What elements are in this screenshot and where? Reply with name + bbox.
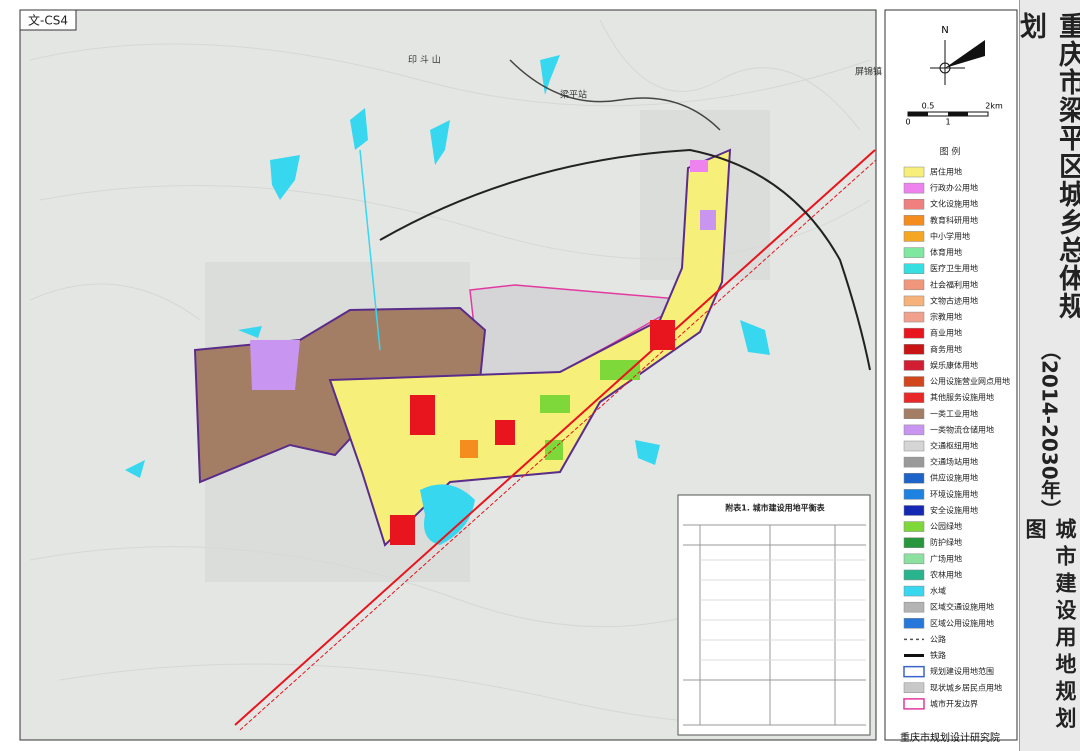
place-label: 屏锦镇 (855, 66, 882, 78)
legend-swatch (903, 553, 925, 565)
legend-swatch (903, 182, 925, 194)
legend-label: 现状城乡居民点用地 (930, 682, 1002, 692)
legend-label: 交通场站用地 (930, 457, 978, 467)
scale-bar (907, 111, 989, 117)
place-label: 梁平站 (560, 89, 587, 101)
title-column: 重庆市梁平区城乡总体规划 （2014-2030年） 城市建设用地规划图 (1015, 0, 1080, 751)
north-arrow (930, 40, 985, 85)
table-title: 附表1. 城市建设用地平衡表 (725, 503, 825, 513)
legend-swatch (903, 569, 925, 581)
legend-swatch (903, 215, 925, 226)
water-bodies (125, 55, 770, 545)
legend-swatch (903, 166, 925, 178)
legend-swatch (903, 521, 925, 532)
legend-label: 文物古迹用地 (930, 295, 978, 305)
legend-swatch (903, 682, 925, 694)
legend-swatch (903, 505, 925, 516)
river (359, 149, 381, 351)
legend-swatch (903, 472, 925, 484)
legend-label: 广场用地 (930, 553, 962, 563)
legend-label: 文化设施用地 (930, 199, 978, 209)
legend-swatch (903, 311, 925, 323)
scale-label: 2km (985, 102, 1003, 111)
legend-label: 环境设施用地 (930, 489, 978, 499)
legend-swatch (903, 279, 925, 291)
legend-swatch (903, 376, 925, 387)
legend-label: 铁路 (930, 650, 946, 660)
subtitle: 城市建设用地规划图 (1023, 518, 1077, 735)
legend-label: 公园绿地 (930, 521, 962, 531)
legend-label: 供应设施用地 (930, 473, 978, 483)
legend-label: 水域 (930, 586, 946, 596)
legend-label: 体育用地 (930, 247, 962, 257)
legend-swatch (903, 537, 925, 548)
legend-swatch (903, 263, 925, 274)
legend-swatch (903, 440, 925, 452)
legend-label: 行政办公用地 (930, 183, 978, 193)
legend-label: 公用设施营业网点用地 (930, 376, 1010, 386)
legend-swatch (903, 295, 925, 307)
legend-label: 教育科研用地 (930, 215, 978, 225)
scale-label: 0 (905, 118, 910, 127)
legend-swatch (903, 698, 925, 710)
legend-swatch (903, 424, 925, 436)
logistics-zone (250, 340, 300, 390)
legend-swatch (903, 392, 925, 403)
table-box (677, 494, 871, 736)
legend-swatch (903, 344, 925, 355)
place-label: 印 斗 山 (408, 54, 441, 66)
legend-swatch (903, 489, 925, 500)
land-patches (390, 160, 716, 545)
scale-label: 1 (945, 118, 950, 127)
legend-label: 交通枢纽用地 (930, 441, 978, 451)
expressway (234, 149, 876, 726)
sheet-id: 文-CS4 (28, 13, 68, 28)
railway (509, 59, 721, 131)
legend: 居住用地行政办公用地文化设施用地教育科研用地中小学用地体育用地医疗卫生用地社会福… (903, 166, 1010, 710)
legend-swatch (903, 618, 925, 629)
title: 重庆市梁平区城乡总体规划 (1015, 12, 1080, 320)
institution: 重庆市规划设计研究院 (900, 731, 1000, 744)
legend-label: 区域交通设施用地 (930, 602, 994, 612)
legend-swatch (903, 327, 925, 339)
north-label: N (941, 25, 948, 36)
legend-swatch (903, 360, 925, 371)
legend-swatch (903, 408, 925, 420)
legend-label: 城市开发边界 (930, 698, 978, 708)
legend-swatch (903, 665, 925, 678)
legend-swatch (903, 247, 925, 258)
legend-swatch (903, 198, 925, 210)
legend-label: 农林用地 (930, 569, 962, 579)
scale-label: 0.5 (922, 102, 935, 111)
legend-label: 防护绿地 (930, 537, 962, 547)
legend-label: 中小学用地 (930, 231, 970, 241)
legend-title: 图 例 (940, 146, 961, 158)
legend-label: 公路 (930, 634, 946, 644)
legend-label: 娱乐康体用地 (930, 360, 978, 370)
legend-label: 居住用地 (930, 167, 962, 177)
legend-swatch (903, 231, 925, 242)
legend-label: 商业用地 (930, 328, 962, 338)
legend-label: 医疗卫生用地 (930, 263, 978, 273)
legend-label: 其他服务设施用地 (930, 392, 994, 402)
legend-swatch (903, 585, 925, 597)
legend-label: 安全设施用地 (930, 505, 978, 515)
legend-label: 社会福利用地 (930, 279, 978, 289)
legend-swatch (903, 601, 925, 613)
legend-label: 宗教用地 (930, 312, 962, 322)
legend-label: 规划建设用地范围 (930, 666, 994, 676)
expressway (239, 159, 877, 731)
sheet-id-box (19, 9, 77, 31)
legend-label: 一类工业用地 (930, 408, 978, 418)
legend-label: 商务用地 (930, 344, 962, 354)
legend-label: 一类物流仓储用地 (930, 424, 994, 434)
railway (379, 148, 871, 371)
legend-label: 区域公用设施用地 (930, 618, 994, 628)
period: （2014-2030年） (1037, 339, 1062, 520)
legend-swatch (903, 456, 925, 468)
